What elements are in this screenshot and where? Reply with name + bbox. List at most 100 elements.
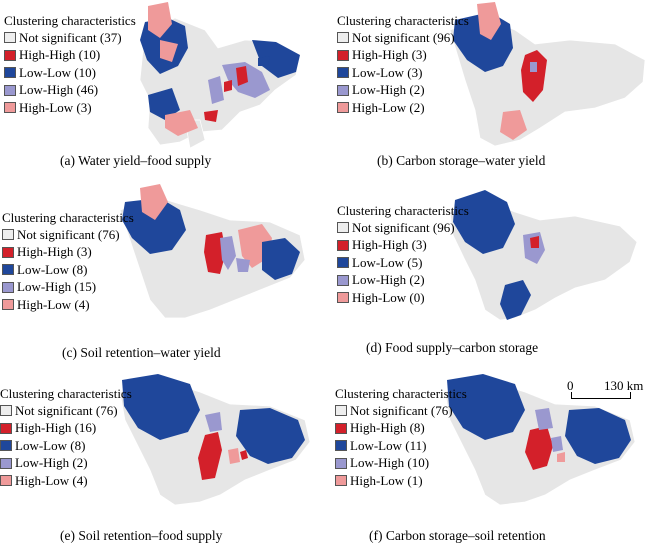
low-low-region [500,280,531,320]
legend-swatch [337,84,349,96]
legend-title: Clustering characteristics [337,203,469,218]
legend-swatch [2,281,14,293]
legend-swatch [337,292,349,304]
low-high-region [530,62,537,72]
scale-bar: 0 130 km [560,378,650,408]
high-high-region [521,50,547,102]
high-low-region [228,448,240,464]
legend-swatch [2,264,14,276]
legend-swatch [2,246,14,258]
legend-item-low-high: Low-High (10) [335,455,467,473]
legend-label: High-Low (2) [352,99,425,115]
legend-label: Not significant (76) [15,402,118,418]
legend-item-low-high: Low-High (15) [2,279,134,297]
low-high-region [236,258,250,272]
low-low-region [258,56,270,66]
legend-a: Clustering characteristics Not significa… [4,13,136,117]
high-low-region [557,452,565,462]
legend-item-not-significant: Not significant (76) [2,226,134,244]
legend-item-low-high: Low-High (2) [337,272,469,290]
legend-swatch [337,274,349,286]
legend-swatch [337,239,349,251]
high-high-region [530,236,539,248]
legend-item-high-high: High-High (3) [2,244,134,262]
legend-label: High-Low (4) [17,296,90,312]
legend-item-low-low: Low-Low (8) [2,261,134,279]
scale-line [571,392,631,399]
low-low-region [252,40,300,78]
legend-swatch [337,102,349,114]
legend-swatch [4,102,16,114]
panel-a: Clustering characteristics Not significa… [0,0,325,180]
legend-label: Low-Low (11) [350,437,427,453]
legend-label: Low-Low (10) [19,64,96,80]
panel-c: Clustering characteristics Not significa… [0,180,325,360]
legend-item-high-low: High-Low (1) [335,472,467,490]
legend-swatch [4,84,16,96]
legend-item-high-low: High-Low (0) [337,289,469,307]
legend-label: Low-High (2) [15,455,88,471]
legend-title: Clustering characteristics [0,386,132,401]
legend-swatch [335,422,347,434]
legend-item-not-significant: Not significant (76) [0,402,132,420]
caption-e: (e) Soil retention–food supply [60,528,223,543]
legend-label: Not significant (76) [17,226,120,242]
high-high-region [224,80,232,92]
legend-item-high-high: High-High (16) [0,420,132,438]
legend-label: High-Low (1) [350,472,423,488]
high-low-region [140,184,168,220]
legend-swatch [0,422,12,434]
legend-swatch [0,440,12,452]
legend-item-not-significant: Not significant (76) [335,402,467,420]
scale-end-label: 130 km [604,378,644,393]
legend-swatch [337,257,349,269]
legend-item-high-high: High-High (8) [335,420,467,438]
legend-label: Low-High (15) [17,279,97,295]
scale-start-label: 0 [567,378,574,393]
legend-label: Not significant (96) [352,29,455,45]
legend-item-high-high: High-High (3) [337,237,469,255]
legend-swatch [0,475,12,487]
legend-label: Low-High (10) [350,455,430,471]
legend-label: Low-High (2) [352,272,425,288]
legend-swatch [337,32,349,44]
low-low-region [447,374,525,440]
legend-swatch [335,405,347,417]
legend-title: Clustering characteristics [4,13,136,28]
legend-item-low-high: Low-High (46) [4,82,136,100]
legend-swatch [337,222,349,234]
low-low-region [122,374,200,440]
legend-label: High-Low (4) [15,472,88,488]
legend-swatch [335,440,347,452]
high-high-region [240,450,248,460]
legend-item-low-low: Low-Low (11) [335,437,467,455]
legend-item-low-low: Low-Low (8) [0,437,132,455]
low-low-region [565,408,631,464]
legend-swatch [337,67,349,79]
low-low-region [453,190,515,254]
legend-b: Clustering characteristics Not significa… [337,13,469,117]
legend-swatch [4,49,16,61]
legend-label: Not significant (76) [350,402,453,418]
high-high-region [525,426,553,470]
low-high-region [205,412,222,432]
panel-e: Clustering characteristics Not significa… [0,370,325,550]
map-a [139,2,301,149]
high-low-region [477,2,501,40]
legend-label: High-Low (3) [19,99,92,115]
legend-label: Low-Low (3) [352,64,423,80]
low-low-region [236,408,305,464]
legend-label: Low-High (46) [19,82,99,98]
legend-item-high-low: High-Low (4) [0,472,132,490]
low-high-region [220,236,236,270]
legend-e: Clustering characteristics Not significa… [0,386,132,490]
legend-swatch [4,67,16,79]
legend-label: High-High (3) [352,47,427,63]
legend-label: High-Low (0) [352,289,425,305]
legend-f: Clustering characteristics Not significa… [335,386,467,490]
legend-item-not-significant: Not significant (96) [337,219,469,237]
caption-b: (b) Carbon storage–water yield [377,153,546,168]
caption-c: (c) Soil retention–water yield [62,345,221,360]
low-high-region [551,436,563,452]
legend-label: High-High (16) [15,420,97,436]
